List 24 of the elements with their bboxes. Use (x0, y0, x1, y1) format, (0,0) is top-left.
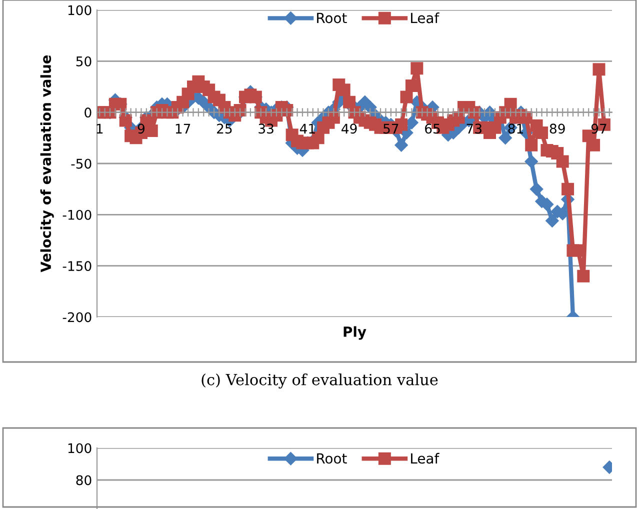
x-tick-label: 33 (258, 124, 274, 134)
legend-label: Leaf (411, 12, 440, 24)
y-tick-label: 100 (68, 5, 92, 16)
y-tick-label: -50 (71, 158, 92, 169)
text: (c) Velocity of evaluation value (202, 374, 438, 388)
y-axis-title: Velocity of evaluation value (40, 55, 54, 272)
legend-label: Root (317, 453, 347, 464)
x-tick-label: 25 (217, 124, 232, 134)
y-tick-label: -200 (62, 312, 92, 322)
x-tick-label: 57 (384, 124, 398, 134)
y-tick-label: 0 (84, 108, 92, 118)
y-tick-label: -150 (62, 261, 92, 272)
y-tick-label: -100 (62, 210, 92, 220)
legend-label: Root (317, 12, 347, 24)
legend-label: Leaf (411, 452, 440, 464)
y-tick-label: 80 (76, 475, 92, 486)
x-tick-label: 9 (138, 124, 144, 134)
y-tick-label: 100 (68, 443, 92, 454)
x-tick-label: 89 (550, 124, 565, 134)
x-tick-label: 1 (96, 124, 103, 134)
x-tick-label: 17 (176, 124, 190, 134)
x-tick-label: 49 (342, 124, 357, 134)
y-tick-label: 50 (76, 56, 92, 66)
x-axis-title: Ply (344, 326, 366, 340)
